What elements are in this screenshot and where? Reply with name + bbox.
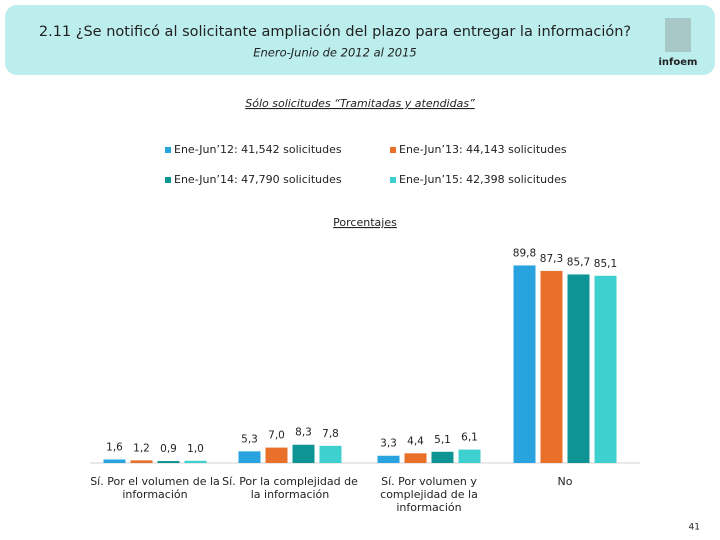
note: Sólo solicitudes “Tramitadas y atendidas…: [245, 97, 475, 110]
bar: [103, 459, 126, 463]
legend-swatch: [165, 177, 171, 183]
legend-swatch: [390, 177, 396, 183]
bar: [567, 274, 590, 463]
bar: [238, 451, 261, 463]
category-label: No: [558, 475, 573, 488]
legend-label: Ene-Jun’15: 42,398 solicitudes: [399, 173, 567, 186]
legend-label: Ene-Jun’12: 41,542 solicitudes: [174, 143, 342, 156]
chart-title: 2.11 ¿Se notificó al solicitante ampliac…: [39, 24, 631, 40]
page-number: 41: [689, 523, 700, 533]
bar: [431, 451, 454, 463]
bar: [594, 275, 617, 463]
category-label: información: [396, 501, 461, 514]
legend-swatch: [165, 147, 171, 153]
value-label: 5,1: [434, 434, 451, 446]
value-label: 0,9: [160, 443, 177, 455]
bar: [157, 461, 180, 463]
title-box: [5, 5, 715, 75]
logo-text: infoem: [659, 57, 698, 68]
value-label: 6,1: [461, 432, 478, 444]
value-label: 8,3: [295, 427, 312, 439]
bar: [377, 455, 400, 463]
category-label: Sí. Por el volumen de la: [90, 475, 220, 488]
category-label: complejidad de la: [380, 488, 478, 501]
bar: [292, 444, 315, 463]
legend-swatch: [390, 147, 396, 153]
value-label: 1,6: [106, 441, 123, 453]
bar: [184, 460, 207, 463]
value-label: 1,0: [187, 443, 204, 455]
value-label: 87,3: [540, 253, 563, 265]
bar: [319, 445, 342, 463]
bar: [265, 447, 288, 463]
legend-label: Ene-Jun’13: 44,143 solicitudes: [399, 143, 567, 156]
axis-label: Porcentajes: [333, 216, 397, 229]
bar: [513, 265, 536, 463]
bar: [404, 453, 427, 463]
value-label: 7,0: [268, 430, 285, 442]
legend-label: Ene-Jun’14: 47,790 solicitudes: [174, 173, 342, 186]
bar: [130, 460, 153, 463]
value-label: 85,1: [594, 258, 617, 270]
bar: [458, 449, 481, 463]
category-label: la información: [251, 488, 330, 501]
category-label: información: [122, 488, 187, 501]
value-label: 89,8: [513, 247, 536, 259]
logo-shape: [665, 18, 691, 52]
category-label: Sí. Por volumen y: [381, 475, 477, 488]
value-label: 5,3: [241, 433, 258, 445]
value-label: 4,4: [407, 435, 424, 447]
chart-subtitle: Enero-Junio de 2012 al 2015: [253, 46, 417, 60]
value-label: 7,8: [322, 428, 339, 440]
value-label: 85,7: [567, 256, 590, 268]
bar: [540, 270, 563, 463]
value-label: 1,2: [133, 442, 150, 454]
value-label: 3,3: [380, 438, 397, 450]
category-label: Sí. Por la complejidad de: [222, 475, 358, 488]
